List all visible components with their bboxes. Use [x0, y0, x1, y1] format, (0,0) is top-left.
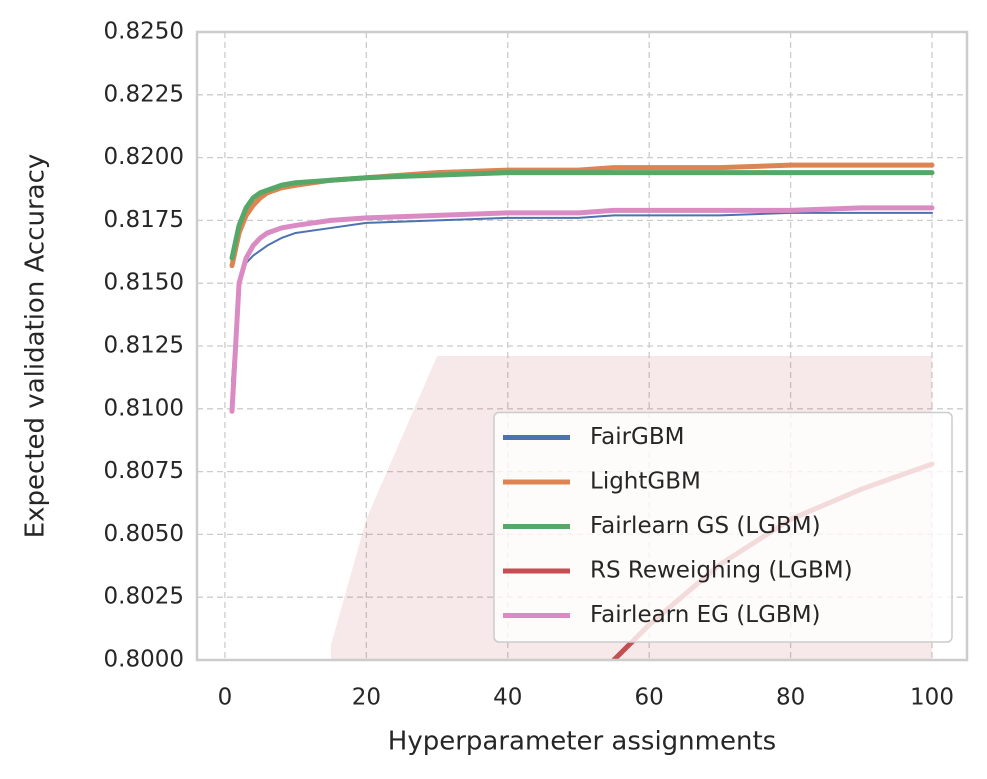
legend-label: FairGBM	[590, 424, 685, 450]
y-tick-label: 0.8050	[104, 521, 184, 547]
y-tick-label: 0.8100	[104, 395, 184, 421]
legend-label: RS Reweighing (LGBM)	[590, 558, 853, 584]
y-tick-label: 0.8125	[104, 333, 184, 359]
y-tick-label: 0.8250	[104, 19, 184, 45]
y-tick-label: 0.8200	[104, 144, 184, 170]
series-line	[229, 205, 935, 414]
plot-frame	[195, 30, 969, 662]
x-tick-label: 20	[352, 685, 381, 711]
y-tick-label: 0.8225	[104, 81, 184, 107]
legend-label: Fairlearn GS (LGBM)	[590, 513, 821, 539]
y-tick-label: 0.8175	[104, 207, 184, 233]
series-line	[231, 211, 933, 383]
x-tick-label: 40	[493, 685, 522, 711]
y-axis-title: Expected validation Accuracy	[21, 154, 51, 539]
y-tick-label: 0.8025	[104, 584, 184, 610]
y-tick-label: 0.8075	[104, 458, 184, 484]
x-tick-label: 60	[635, 685, 664, 711]
y-tick-label: 0.8000	[104, 647, 184, 673]
legend-box	[493, 411, 953, 643]
x-tick-label: 100	[910, 685, 954, 711]
x-axis-title: Hyperparameter assignments	[388, 727, 776, 757]
legend-label: LightGBM	[590, 469, 701, 495]
legend-label: Fairlearn EG (LGBM)	[590, 602, 821, 628]
y-tick-label: 0.8150	[104, 270, 184, 296]
series-line	[229, 170, 935, 261]
x-tick-label: 0	[218, 685, 233, 711]
x-tick-label: 80	[776, 685, 805, 711]
